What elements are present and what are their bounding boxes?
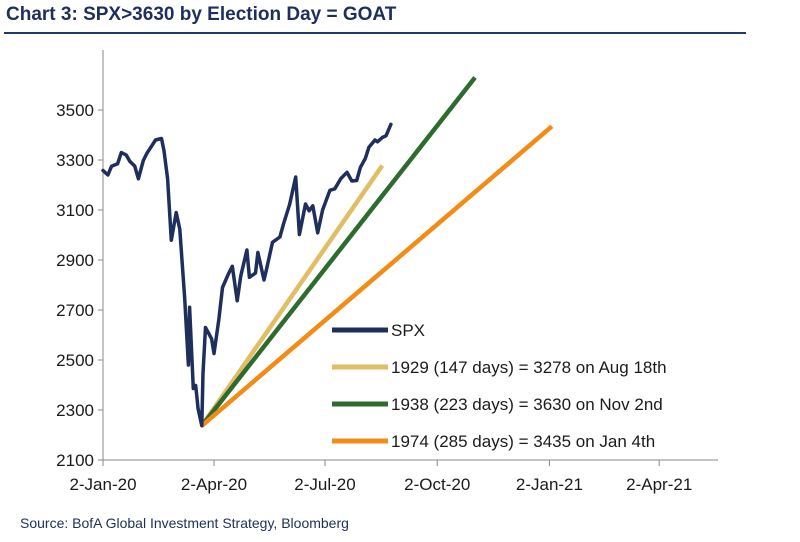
x-tick-label: 2-Jan-21 bbox=[516, 475, 583, 494]
x-tick-label: 2-Oct-20 bbox=[404, 475, 470, 494]
y-tick-label: 2500 bbox=[56, 351, 94, 370]
y-axis: 2100 2300 2500 2700 2900 3100 3300 3500 bbox=[56, 50, 104, 470]
x-tick-label: 2-Jul-20 bbox=[294, 475, 355, 494]
y-tick-label: 2300 bbox=[56, 401, 94, 420]
x-axis: 2-Jan-20 2-Apr-20 2-Jul-20 2-Oct-20 2-Jan-21… bbox=[69, 459, 718, 494]
legend-label: 1938 (223 days) = 3630 on Nov 2nd bbox=[391, 395, 663, 414]
x-tick-label: 2-Jan-20 bbox=[69, 475, 136, 494]
series-lines bbox=[101, 76, 554, 428]
source-note: Source: BofA Global Investment Strategy,… bbox=[20, 515, 349, 531]
title-divider bbox=[4, 32, 746, 34]
y-tick-label: 2700 bbox=[56, 301, 94, 320]
legend: SPX 1929 (147 days) = 3278 on Aug 18th 193… bbox=[332, 321, 667, 451]
x-tick-label: 2-Apr-20 bbox=[181, 475, 247, 494]
y-tick-label: 3500 bbox=[56, 101, 94, 120]
series-line-3 bbox=[200, 124, 554, 428]
legend-label: 1929 (147 days) = 3278 on Aug 18th bbox=[391, 358, 667, 377]
x-tick-label: 2-Apr-21 bbox=[626, 475, 692, 494]
y-tick-label: 2100 bbox=[56, 451, 94, 470]
y-tick-label: 3100 bbox=[56, 201, 94, 220]
chart-title: Chart 3: SPX>3630 by Election Day = GOAT bbox=[6, 4, 397, 25]
legend-label: SPX bbox=[391, 321, 425, 340]
series-line-1 bbox=[199, 164, 385, 428]
y-tick-label: 2900 bbox=[56, 251, 94, 270]
series-line-2 bbox=[200, 76, 477, 428]
y-tick-label: 3300 bbox=[56, 151, 94, 170]
series-line-spx bbox=[101, 122, 393, 428]
legend-label: 1974 (285 days) = 3435 on Jan 4th bbox=[391, 432, 655, 451]
